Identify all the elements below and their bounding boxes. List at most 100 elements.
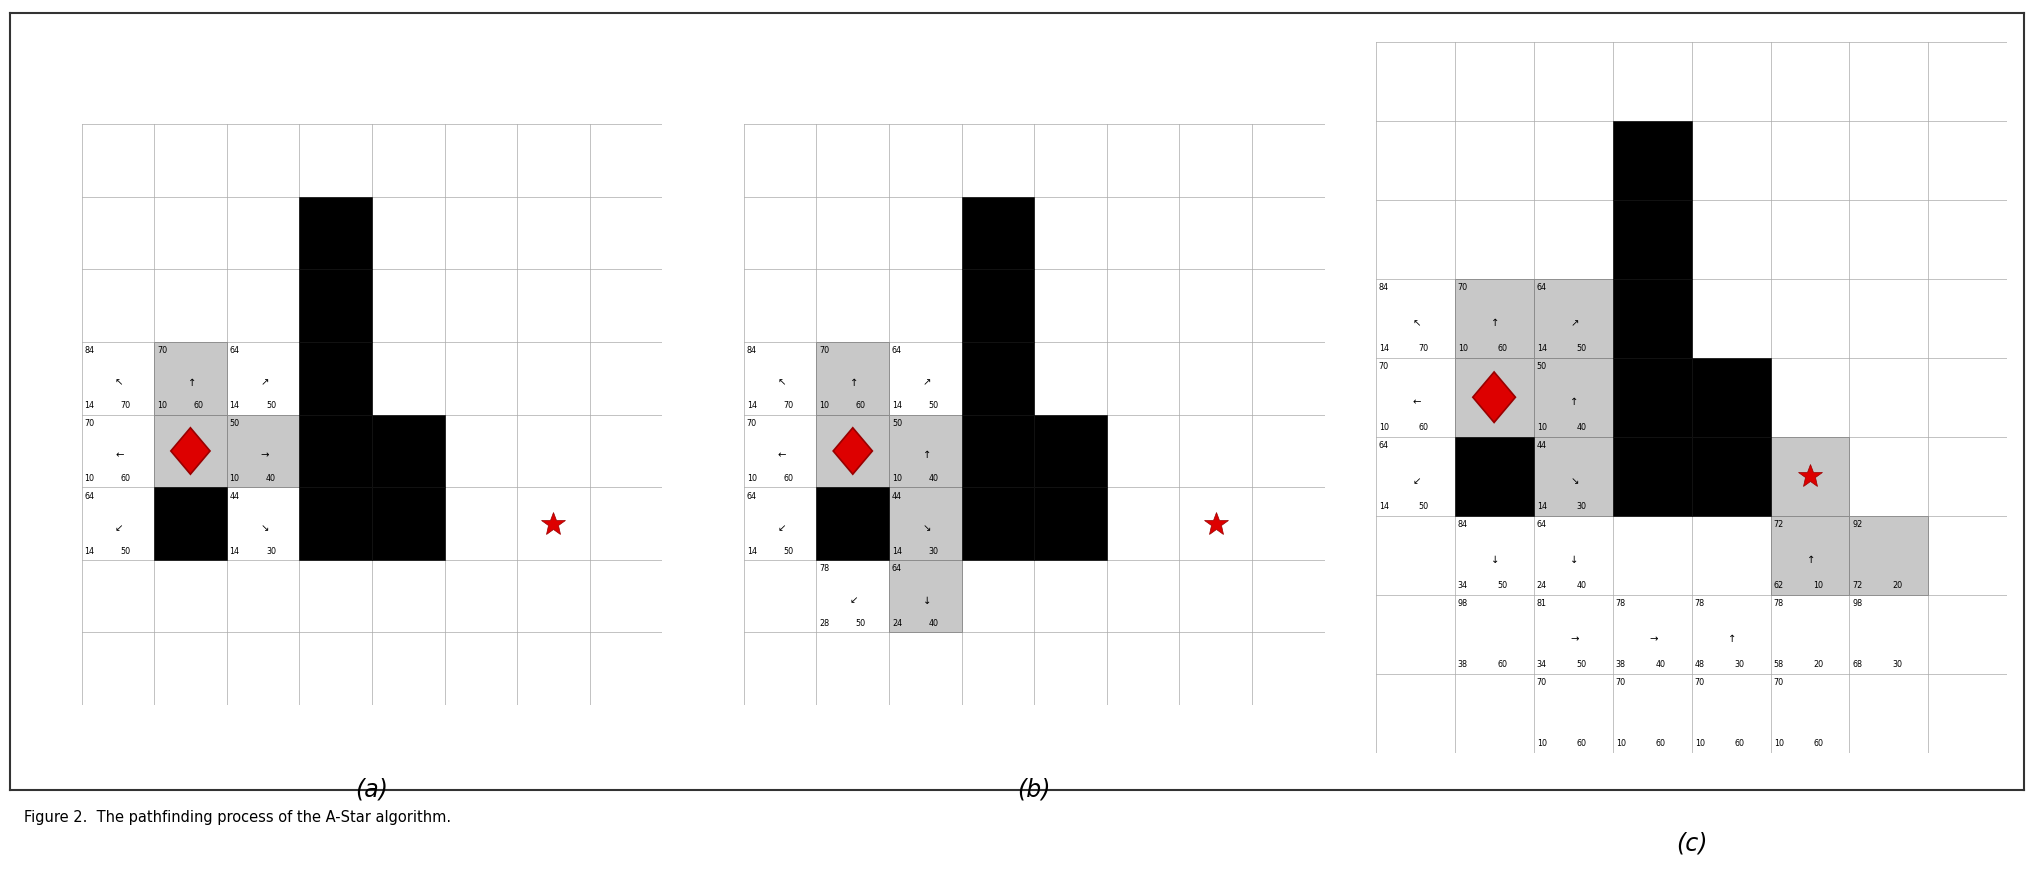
Text: ↖: ↖ — [776, 378, 787, 388]
Text: 70: 70 — [1696, 678, 1706, 687]
Text: →: → — [261, 450, 269, 460]
Text: 50: 50 — [1575, 344, 1586, 353]
Text: 50: 50 — [1537, 362, 1547, 372]
Text: 58: 58 — [1773, 660, 1783, 669]
Text: 70: 70 — [1457, 284, 1467, 292]
Text: 72: 72 — [1773, 520, 1783, 529]
Text: 72: 72 — [1853, 581, 1863, 590]
Text: ↘: ↘ — [923, 523, 931, 533]
Bar — [1533, 278, 1612, 358]
Polygon shape — [1473, 372, 1516, 423]
Text: 50: 50 — [1498, 581, 1508, 590]
Text: ↗: ↗ — [923, 378, 931, 388]
Bar — [1771, 516, 1851, 595]
Text: 10: 10 — [1457, 344, 1467, 353]
Text: 62: 62 — [1773, 581, 1783, 590]
Text: ↘: ↘ — [261, 523, 269, 533]
Bar — [1455, 278, 1533, 358]
Text: 24: 24 — [893, 619, 903, 629]
Text: 84: 84 — [746, 347, 756, 355]
Text: 30: 30 — [1575, 502, 1586, 511]
Text: 10: 10 — [1696, 739, 1704, 748]
Text: ←: ← — [776, 450, 787, 460]
Text: 14: 14 — [84, 546, 94, 555]
Text: 64: 64 — [746, 491, 756, 500]
Bar — [1033, 487, 1107, 560]
Text: 60: 60 — [120, 474, 130, 483]
Text: 24: 24 — [1537, 581, 1547, 590]
Bar — [817, 342, 889, 415]
Text: 14: 14 — [893, 402, 903, 410]
Bar — [1533, 436, 1612, 516]
Text: ↑: ↑ — [1808, 555, 1816, 565]
Text: 30: 30 — [1891, 660, 1901, 669]
Text: 60: 60 — [856, 402, 866, 410]
Text: ↖: ↖ — [114, 378, 124, 388]
Text: 81: 81 — [1537, 600, 1547, 608]
Text: 70: 70 — [157, 347, 167, 355]
Text: (c): (c) — [1675, 832, 1708, 856]
Text: 68: 68 — [1853, 660, 1863, 669]
Text: 64: 64 — [893, 347, 903, 355]
Text: ↘: ↘ — [1571, 476, 1579, 486]
Text: ↖: ↖ — [1412, 318, 1420, 328]
Text: 14: 14 — [746, 546, 756, 555]
Text: 10: 10 — [1773, 739, 1783, 748]
Text: 14: 14 — [230, 546, 240, 555]
Text: 64: 64 — [893, 564, 903, 574]
Text: 10: 10 — [230, 474, 240, 483]
Text: 50: 50 — [893, 419, 903, 428]
Text: 70: 70 — [783, 402, 793, 410]
Text: 48: 48 — [1696, 660, 1704, 669]
Text: Figure 2.  The pathfinding process of the A-Star algorithm.: Figure 2. The pathfinding process of the… — [24, 810, 452, 825]
Text: 64: 64 — [1380, 442, 1388, 450]
Text: 64: 64 — [84, 491, 94, 500]
Text: 40: 40 — [927, 619, 937, 629]
Text: ↗: ↗ — [1571, 318, 1579, 328]
Text: ↓: ↓ — [1492, 555, 1500, 565]
Text: 10: 10 — [1616, 739, 1626, 748]
Text: 10: 10 — [819, 402, 829, 410]
Bar — [962, 197, 1033, 270]
Text: 98: 98 — [1457, 600, 1467, 608]
Text: ↑: ↑ — [923, 450, 931, 460]
Text: 38: 38 — [1616, 660, 1626, 669]
Text: 10: 10 — [1380, 423, 1388, 432]
Bar — [1612, 200, 1692, 278]
Text: 60: 60 — [1498, 344, 1508, 353]
Bar — [1612, 358, 1692, 436]
Text: 40: 40 — [1575, 581, 1586, 590]
Text: 60: 60 — [783, 474, 793, 483]
Text: 50: 50 — [265, 402, 275, 410]
Text: 44: 44 — [1537, 442, 1547, 450]
Bar — [300, 487, 371, 560]
Bar — [1455, 358, 1533, 436]
Text: 40: 40 — [1655, 660, 1665, 669]
Text: 78: 78 — [819, 564, 829, 574]
Text: 30: 30 — [1734, 660, 1745, 669]
Bar — [1533, 358, 1612, 436]
Text: ↙: ↙ — [850, 595, 858, 606]
Bar — [300, 415, 371, 487]
Text: 34: 34 — [1537, 660, 1547, 669]
Text: 60: 60 — [1418, 423, 1429, 432]
Text: 70: 70 — [1773, 678, 1783, 687]
Text: 10: 10 — [157, 402, 167, 410]
Text: 60: 60 — [1814, 739, 1824, 748]
Bar — [962, 270, 1033, 342]
Text: 70: 70 — [1616, 678, 1626, 687]
Text: 20: 20 — [1891, 581, 1901, 590]
Bar — [889, 415, 962, 487]
Bar — [1612, 436, 1692, 516]
Text: ←: ← — [114, 450, 124, 460]
Text: ←: ← — [1412, 397, 1420, 407]
Text: 60: 60 — [1655, 739, 1665, 748]
Text: 28: 28 — [819, 619, 829, 629]
Text: 84: 84 — [1457, 520, 1467, 529]
Text: ↙: ↙ — [776, 523, 787, 533]
Bar — [155, 342, 226, 415]
Text: ↙: ↙ — [114, 523, 124, 533]
Text: 10: 10 — [746, 474, 756, 483]
Bar — [1692, 436, 1771, 516]
Text: 84: 84 — [1380, 284, 1388, 292]
